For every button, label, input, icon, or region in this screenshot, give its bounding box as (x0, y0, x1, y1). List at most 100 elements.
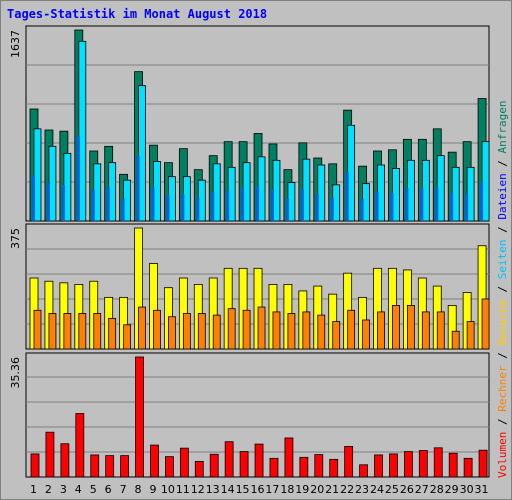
bar-dateien (421, 159, 430, 222)
bar-seiten (375, 191, 379, 221)
bar-rechner (48, 313, 57, 350)
x-tick-label: 18 (280, 483, 294, 496)
bar-seiten (91, 189, 95, 221)
bar-rechner (138, 306, 146, 350)
legend-separator: / (496, 220, 509, 240)
x-tick-label: 15 (236, 483, 250, 496)
x-tick-label: 13 (206, 483, 220, 496)
bar-volumen (389, 453, 398, 478)
bar-rechner (377, 311, 385, 350)
x-tick-label: 17 (265, 483, 279, 496)
chart-title: Tages-Statistik im Monat August 2018 (7, 7, 268, 21)
x-tick-label: 19 (295, 483, 309, 496)
x-tick-label: 7 (120, 483, 127, 496)
bar-dateien (466, 166, 475, 222)
x-tick-label: 26 (400, 483, 414, 496)
bar-dateien (481, 141, 490, 222)
x-tick-label: 14 (221, 483, 235, 496)
x-tick-label: 25 (385, 483, 399, 496)
bar-rechner (108, 317, 117, 350)
bar-dateien (242, 162, 251, 222)
bar-rechner (287, 313, 296, 350)
bar-volumen (403, 451, 413, 478)
bar-dateien (362, 183, 370, 222)
bar-volumen (299, 456, 309, 478)
legend-item-besuche: Besuche (496, 299, 509, 345)
bar-seiten (360, 198, 364, 221)
bar-volumen (418, 450, 428, 478)
x-tick-label: 21 (325, 483, 339, 496)
bar-dateien (377, 164, 385, 222)
bar-volumen (239, 451, 249, 478)
bar-volumen (463, 457, 473, 478)
bar-rechner (436, 311, 445, 350)
bar-seiten (465, 194, 469, 221)
bar-dateien (197, 179, 206, 222)
bar-seiten (390, 192, 394, 221)
bar-rechner (242, 309, 251, 350)
bar-dateien (257, 156, 266, 222)
bar-volumen (120, 455, 130, 478)
bar-rechner (466, 321, 475, 350)
bar-rechner (78, 313, 87, 350)
legend-separator: / (496, 412, 509, 432)
bar-volumen (30, 453, 40, 478)
bar-rechner (362, 319, 370, 350)
bar-volumen (374, 454, 383, 478)
x-tick-label: 5 (90, 483, 97, 496)
bar-rechner (227, 308, 236, 350)
x-tick-label: 16 (251, 483, 265, 496)
bar-seiten (196, 197, 200, 221)
x-tick-label: 11 (176, 483, 190, 496)
y-max-label-bottom: 35.36 (9, 357, 22, 389)
x-tick-label: 4 (75, 483, 82, 496)
x-tick-label: 6 (105, 483, 112, 496)
x-tick-label: 10 (161, 483, 175, 496)
legend: Volumen / Rechner / Besuche / Seiten / D… (496, 100, 509, 478)
bar-dateien (436, 155, 445, 222)
x-tick-label: 1 (30, 483, 37, 496)
bar-seiten (181, 194, 185, 221)
bar-dateien (347, 124, 356, 222)
bar-rechner (153, 309, 161, 350)
x-tick-label: 8 (135, 483, 142, 496)
x-tick-label: 27 (415, 483, 429, 496)
bar-dateien (332, 184, 341, 222)
bar-seiten (420, 188, 424, 221)
legend-separator: / (496, 346, 509, 366)
y-max-label-middle: 375 (9, 228, 22, 249)
bar-seiten (315, 194, 319, 221)
bar-volumen (194, 460, 204, 478)
bar-seiten (46, 182, 50, 221)
bar-volumen (254, 443, 264, 478)
legend-separator: / (496, 153, 509, 173)
bar-rechner (257, 306, 266, 350)
bar-seiten (241, 188, 245, 221)
bar-volumen (150, 444, 159, 478)
x-tick-label: 30 (460, 483, 474, 496)
bar-volumen (165, 456, 174, 478)
bar-volumen (75, 413, 85, 478)
bar-seiten (136, 155, 140, 221)
bar-dateien (78, 40, 87, 222)
x-tick-label: 24 (370, 483, 384, 496)
bar-seiten (256, 185, 260, 221)
bar-dateien (168, 176, 176, 222)
bar-volumen (344, 446, 354, 478)
bar-dateien (123, 179, 132, 222)
bar-volumen (135, 356, 144, 478)
bar-dateien (93, 163, 102, 222)
bar-seiten (405, 188, 409, 221)
x-tick-label: 31 (475, 483, 489, 496)
bar-dateien (392, 168, 400, 222)
bar-dateien (302, 158, 311, 222)
bar-dateien (287, 182, 296, 222)
bar-rechner (123, 324, 132, 350)
bar-volumen (359, 464, 368, 478)
bar-volumen (45, 431, 55, 478)
bar-rechner (93, 313, 102, 350)
legend-item-rechner: Rechner (496, 365, 509, 412)
bar-dateien (138, 85, 146, 222)
bar-volumen (224, 441, 234, 478)
